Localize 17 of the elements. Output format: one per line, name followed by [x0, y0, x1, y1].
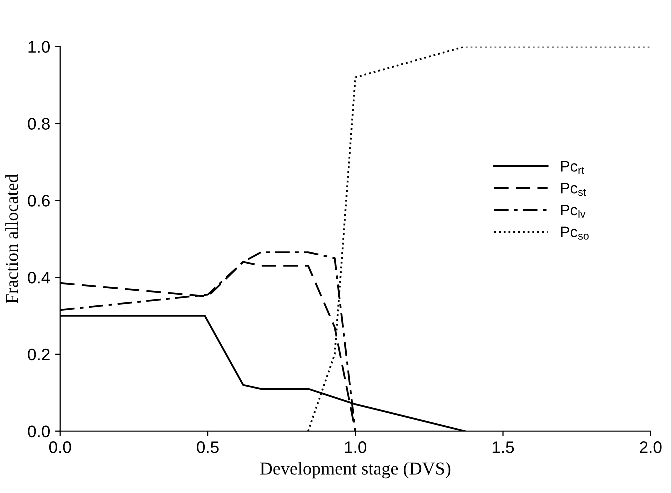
y-tick-label: 0.6 [28, 195, 50, 207]
legend-label: Pc$_{so}$ [561, 226, 589, 240]
x-tick-label: 2.0 [640, 442, 662, 454]
legend-label: Pc$_{lv}$ [561, 205, 586, 218]
y-tick-label: 0.4 [28, 272, 50, 284]
y-tick-label: 1.0 [28, 41, 50, 54]
y-tick-label: 0.2 [28, 348, 50, 361]
x-tick-label: 0.0 [49, 442, 72, 454]
x-axis-title: Development stage (DVS) [260, 462, 451, 479]
x-tick-label: 1.0 [345, 442, 367, 454]
x-tick-label: 0.5 [197, 442, 219, 454]
x-tick-label: 1.5 [492, 442, 514, 454]
y-tick-label: 0.8 [28, 118, 50, 130]
y-axis-title: Fraction allocated [6, 174, 18, 304]
y-tick-label: 0.0 [28, 426, 50, 438]
legend-label: Pc$_{rt}$ [561, 161, 585, 174]
legend-label: Pc$_{st}$ [561, 183, 586, 196]
